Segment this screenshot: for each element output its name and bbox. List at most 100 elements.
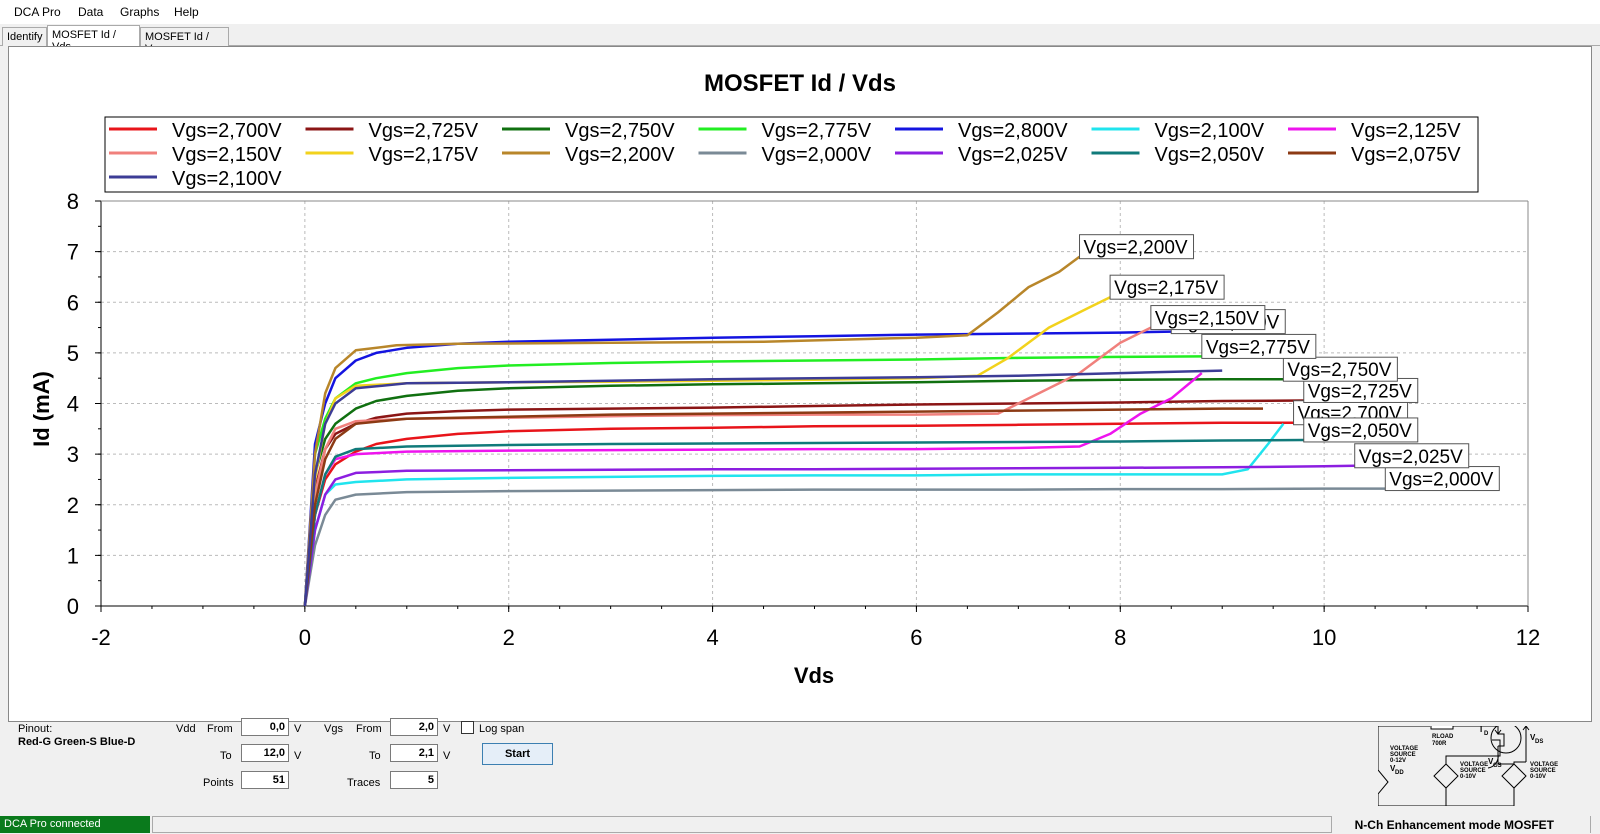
traces-input[interactable]: 5 <box>390 771 438 789</box>
legend-entry: Vgs=2,800V <box>958 120 1068 142</box>
series-line <box>303 326 1152 607</box>
vgs-to-unit: V <box>443 750 451 762</box>
vdd-from-label: From <box>207 723 233 735</box>
legend-entry: Vgs=2,125V <box>1351 120 1461 142</box>
vgs-from-unit: V <box>443 723 451 735</box>
x-tick-label: -2 <box>91 625 111 650</box>
connection-status: DCA Pro connected <box>0 816 150 833</box>
legend-entry: Vgs=2,200V <box>565 144 675 166</box>
vdd-circuit-sub: DD <box>1395 770 1404 776</box>
x-axis-label: Vds <box>794 663 834 688</box>
traces-label: Traces <box>347 777 381 789</box>
vs3-line3: 0-10V <box>1530 774 1546 780</box>
x-tick-label: 12 <box>1516 625 1540 650</box>
log-span-checkbox[interactable] <box>461 721 474 734</box>
series-line <box>303 423 1285 607</box>
vs2-line1: VOLTAGE <box>1460 762 1488 768</box>
y-tick-label: 3 <box>67 442 79 467</box>
vdd-circuit-label: V <box>1390 764 1396 773</box>
vgs-from-input[interactable]: 2,0 <box>390 718 438 736</box>
y-tick-label: 1 <box>67 543 79 568</box>
series-end-label: Vgs=2,050V <box>1308 421 1412 442</box>
legend-entry: Vgs=2,700V <box>172 120 282 142</box>
series-line <box>303 487 1386 607</box>
legend-entry: Vgs=2,725V <box>369 120 479 142</box>
chart-panel: MOSFET Id / Vds -2 0 2 4 6 8 10 12 0 1 2 3 4 5 6 7 8 Vds Id… <box>8 46 1592 722</box>
series-end-label-box <box>1079 234 1195 260</box>
rload-label: RLOAD <box>1432 734 1454 740</box>
x-tick-label: 6 <box>910 625 922 650</box>
tab-mosfet-id-vgs[interactable]: MOSFET Id / Vgs <box>140 27 229 55</box>
vdd-to-input[interactable]: 12,0 <box>241 744 289 762</box>
tab-identify[interactable]: Identify <box>2 27 47 46</box>
vds-sub: DS <box>1535 739 1543 745</box>
vs1-line3: 0-12V <box>1390 758 1406 764</box>
y-tick-label: 0 <box>67 594 79 619</box>
y-tick-label: 5 <box>67 341 79 366</box>
legend-entry: Vgs=2,100V <box>172 168 282 190</box>
series-line <box>303 421 1294 607</box>
vdd-label: Vdd <box>176 723 196 735</box>
vdd-from-input[interactable]: 0,0 <box>241 718 289 736</box>
vgs-from-label: From <box>356 723 382 735</box>
series-end-label-box <box>1303 417 1419 443</box>
pinout-value: Red-G Green-S Blue-D <box>18 736 136 748</box>
series-end-label: Vgs=2,150V <box>1155 309 1259 330</box>
menu-dca-pro[interactable]: DCA Pro <box>14 5 61 19</box>
start-button[interactable]: Start <box>482 743 553 765</box>
tab-mosfet-id-vds[interactable]: MOSFET Id / Vds <box>47 25 140 53</box>
series-line <box>303 407 1263 607</box>
vgs-to-input[interactable]: 2,1 <box>390 744 438 762</box>
series-line <box>303 438 1304 607</box>
resize-grip[interactable] <box>1590 816 1600 833</box>
vs1-line2: SOURCE <box>1390 752 1416 758</box>
y-tick-label: 4 <box>67 392 79 417</box>
vgs-circuit-sub: GS <box>1493 763 1502 769</box>
legend-entry: Vgs=2,100V <box>1155 120 1265 142</box>
series-end-label: Vgs=2,025V <box>1359 447 1463 468</box>
y-axis-label: Id (mA) <box>29 371 54 447</box>
points-input[interactable]: 51 <box>241 771 289 789</box>
id-label: I <box>1480 726 1482 734</box>
vs3-line2: SOURCE <box>1530 768 1556 774</box>
tab-bar: Identify MOSFET Id / Vds MOSFET Id / Vgs <box>0 24 1600 55</box>
legend-entry: Vgs=2,075V <box>1351 144 1461 166</box>
legend-entry: Vgs=2,775V <box>762 120 872 142</box>
legend-entry: Vgs=2,025V <box>958 144 1068 166</box>
series-end-label: Vgs=2,200V <box>1084 238 1188 259</box>
device-type: N-Ch Enhancement mode MOSFET <box>1354 818 1554 832</box>
y-tick-label: 7 <box>67 240 79 265</box>
vgs-to-label: To <box>369 750 381 762</box>
id-sub: D <box>1484 731 1489 737</box>
series-end-label: Vgs=2,175V <box>1114 278 1218 299</box>
menu-graphs[interactable]: Graphs <box>120 5 160 19</box>
menu-help[interactable]: Help <box>174 5 199 19</box>
legend-entry: Vgs=2,050V <box>1155 144 1265 166</box>
points-label: Points <box>203 777 234 789</box>
series-line <box>303 377 1284 607</box>
legend-entry: Vgs=2,000V <box>762 144 872 166</box>
status-panel <box>152 816 1332 833</box>
id-vds-chart: MOSFET Id / Vds-2 0 2 4 6 8 10 12012345678VdsId… <box>29 70 1540 688</box>
vdd-from-unit: V <box>294 723 302 735</box>
vs3-line1: VOLTAGE <box>1530 762 1558 768</box>
x-tick-label: 10 <box>1312 625 1336 650</box>
menu-data[interactable]: Data <box>78 5 104 19</box>
log-span-label: Log span <box>479 723 525 735</box>
circuit-diagram: RLOAD 700R I D V DS V GS VOLTAGE SOURCE … <box>1378 726 1558 806</box>
series-line <box>303 255 1081 607</box>
series-end-label-box <box>1303 377 1419 403</box>
x-tick-label: 4 <box>706 625 718 650</box>
y-tick-label: 6 <box>67 290 79 315</box>
vs2-line3: 0-10V <box>1460 774 1476 780</box>
pinout-label: Pinout: <box>18 723 53 735</box>
series-end-label-box <box>1384 466 1500 492</box>
status-bar: DCA Pro connected N-Ch Enhancement mode … <box>0 815 1600 834</box>
vs2-line2: SOURCE <box>1460 768 1486 774</box>
series-line <box>303 464 1355 607</box>
menu-bar: DCA Pro Data Graphs Help <box>0 0 1600 24</box>
legend-entry: Vgs=2,150V <box>172 144 282 166</box>
series-line <box>303 369 1223 607</box>
vdd-to-label: To <box>220 750 232 762</box>
rload-value: 700R <box>1432 741 1447 747</box>
